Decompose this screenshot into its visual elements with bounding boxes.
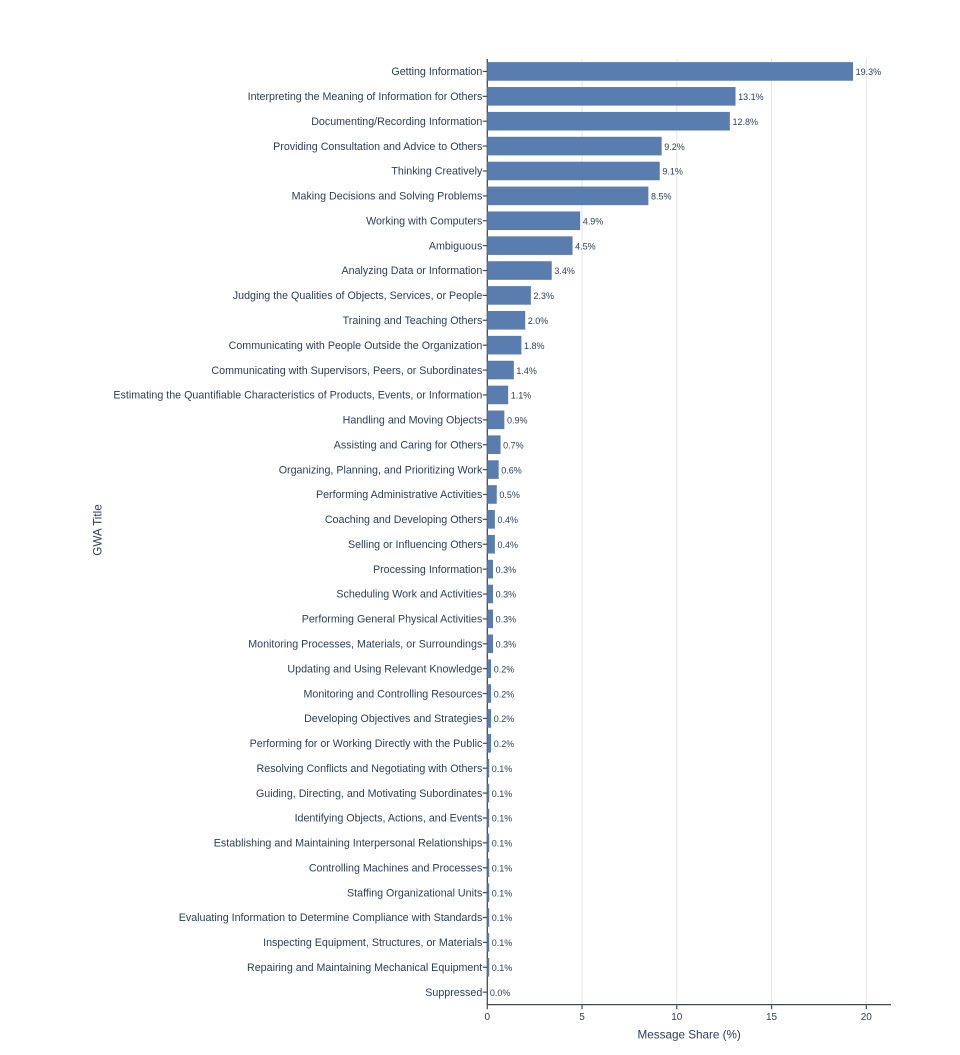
svg-text:20: 20 <box>861 1012 873 1023</box>
svg-text:2.0%: 2.0% <box>528 316 549 326</box>
svg-text:4.5%: 4.5% <box>575 241 596 251</box>
svg-text:0.9%: 0.9% <box>507 416 528 426</box>
svg-text:Processing Information: Processing Information <box>373 564 482 576</box>
svg-text:Ambiguous: Ambiguous <box>429 240 482 252</box>
svg-text:0.1%: 0.1% <box>492 789 513 799</box>
svg-text:9.2%: 9.2% <box>664 142 685 152</box>
svg-text:1.1%: 1.1% <box>511 391 532 401</box>
svg-text:Performing Administrative Acti: Performing Administrative Activities <box>316 489 482 501</box>
svg-text:Performing for or Working Dire: Performing for or Working Directly with … <box>250 738 483 750</box>
svg-text:Analyzing Data or Information: Analyzing Data or Information <box>342 265 483 277</box>
svg-text:Inspecting Equipment, Structur: Inspecting Equipment, Structures, or Mat… <box>263 937 482 949</box>
svg-text:Guiding, Directing, and Motiva: Guiding, Directing, and Motivating Subor… <box>256 788 482 800</box>
svg-text:Performing General Physical Ac: Performing General Physical Activities <box>302 614 483 626</box>
svg-text:1.8%: 1.8% <box>524 341 545 351</box>
svg-text:Monitoring Processes, Material: Monitoring Processes, Materials, or Surr… <box>248 638 482 650</box>
svg-text:Updating and Using Relevant Kn: Updating and Using Relevant Knowledge <box>287 663 482 675</box>
svg-text:Scheduling Work and Activities: Scheduling Work and Activities <box>336 589 482 601</box>
svg-text:0.1%: 0.1% <box>492 839 513 849</box>
svg-text:Staffing Organizational Units: Staffing Organizational Units <box>347 887 482 899</box>
svg-text:Organizing, Planning, and Prio: Organizing, Planning, and Prioritizing W… <box>279 464 483 476</box>
svg-text:Resolving Conflicts and Negoti: Resolving Conflicts and Negotiating with… <box>257 763 483 775</box>
svg-text:9.1%: 9.1% <box>662 167 683 177</box>
svg-text:2.3%: 2.3% <box>533 291 554 301</box>
svg-text:Controlling Machines and Proce: Controlling Machines and Processes <box>309 862 482 874</box>
svg-text:0.6%: 0.6% <box>501 465 522 475</box>
svg-text:Monitoring and Controlling Res: Monitoring and Controlling Resources <box>303 688 482 700</box>
svg-text:10: 10 <box>671 1012 683 1023</box>
svg-text:0.2%: 0.2% <box>494 739 515 749</box>
svg-text:Suppressed: Suppressed <box>425 987 482 999</box>
svg-text:0.1%: 0.1% <box>492 764 513 774</box>
svg-text:Judging the Qualities of Objec: Judging the Qualities of Objects, Servic… <box>233 290 483 302</box>
svg-text:0.4%: 0.4% <box>497 515 518 525</box>
svg-text:Training and Teaching Others: Training and Teaching Others <box>343 315 483 327</box>
svg-text:0.1%: 0.1% <box>492 888 513 898</box>
svg-text:Assisting and Caring for Other: Assisting and Caring for Others <box>334 439 483 451</box>
svg-text:0.1%: 0.1% <box>492 913 513 923</box>
svg-text:Thinking Creatively: Thinking Creatively <box>391 166 483 178</box>
svg-text:Providing Consultation and Adv: Providing Consultation and Advice to Oth… <box>273 141 482 153</box>
svg-text:Selling or Influencing Others: Selling or Influencing Others <box>348 539 482 551</box>
svg-text:Communicating with People Outs: Communicating with People Outside the Or… <box>229 340 483 352</box>
svg-text:Interpreting the Meaning of In: Interpreting the Meaning of Information … <box>248 91 483 103</box>
svg-text:Developing Objectives and Stra: Developing Objectives and Strategies <box>304 713 482 725</box>
svg-text:0.3%: 0.3% <box>496 615 517 625</box>
svg-text:3.4%: 3.4% <box>554 266 575 276</box>
svg-text:Documenting/Recording Informat: Documenting/Recording Information <box>311 116 482 128</box>
svg-text:0.3%: 0.3% <box>496 639 517 649</box>
svg-text:0.3%: 0.3% <box>496 590 517 600</box>
svg-text:Handling and Moving Objects: Handling and Moving Objects <box>343 415 483 427</box>
svg-text:0.2%: 0.2% <box>494 714 515 724</box>
svg-text:Establishing and Maintaining I: Establishing and Maintaining Interperson… <box>214 838 483 850</box>
svg-text:0.7%: 0.7% <box>503 440 524 450</box>
svg-text:0.0%: 0.0% <box>490 988 511 998</box>
svg-text:4.9%: 4.9% <box>583 216 604 226</box>
svg-text:Repairing and Maintaining Mech: Repairing and Maintaining Mechanical Equ… <box>247 962 482 974</box>
svg-text:Identifying Objects, Actions,: Identifying Objects, Actions, and Events <box>295 813 483 825</box>
svg-text:1.4%: 1.4% <box>516 366 537 376</box>
svg-text:19.3%: 19.3% <box>856 67 882 77</box>
svg-text:Getting Information: Getting Information <box>391 66 482 78</box>
svg-text:0.5%: 0.5% <box>499 490 520 500</box>
svg-text:0.1%: 0.1% <box>492 814 513 824</box>
svg-text:Making Decisions and Solving P: Making Decisions and Solving Problems <box>292 191 483 203</box>
svg-text:Working with Computers: Working with Computers <box>366 215 482 227</box>
svg-text:12.8%: 12.8% <box>732 117 758 127</box>
svg-text:Coaching and Developing Others: Coaching and Developing Others <box>325 514 482 526</box>
svg-text:Estimating the Quantifiable Ch: Estimating the Quantifiable Characterist… <box>113 390 482 402</box>
svg-text:Communicating with Supervisors: Communicating with Supervisors, Peers, o… <box>211 365 482 377</box>
svg-text:0.4%: 0.4% <box>497 540 518 550</box>
svg-text:0.1%: 0.1% <box>492 863 513 873</box>
svg-text:0.2%: 0.2% <box>494 664 515 674</box>
svg-text:0.2%: 0.2% <box>494 689 515 699</box>
svg-text:15: 15 <box>766 1012 778 1023</box>
svg-text:13.1%: 13.1% <box>738 92 764 102</box>
svg-text:Message Share (%): Message Share (%) <box>638 1029 741 1042</box>
svg-text:GWA Title: GWA Title <box>91 504 104 556</box>
svg-text:8.5%: 8.5% <box>651 192 672 202</box>
svg-text:0: 0 <box>485 1012 491 1023</box>
svg-text:0.3%: 0.3% <box>496 565 517 575</box>
svg-text:0.1%: 0.1% <box>492 963 513 973</box>
svg-text:5: 5 <box>579 1012 585 1023</box>
svg-text:0.1%: 0.1% <box>492 938 513 948</box>
svg-text:Evaluating Information to Dete: Evaluating Information to Determine Comp… <box>179 912 483 924</box>
